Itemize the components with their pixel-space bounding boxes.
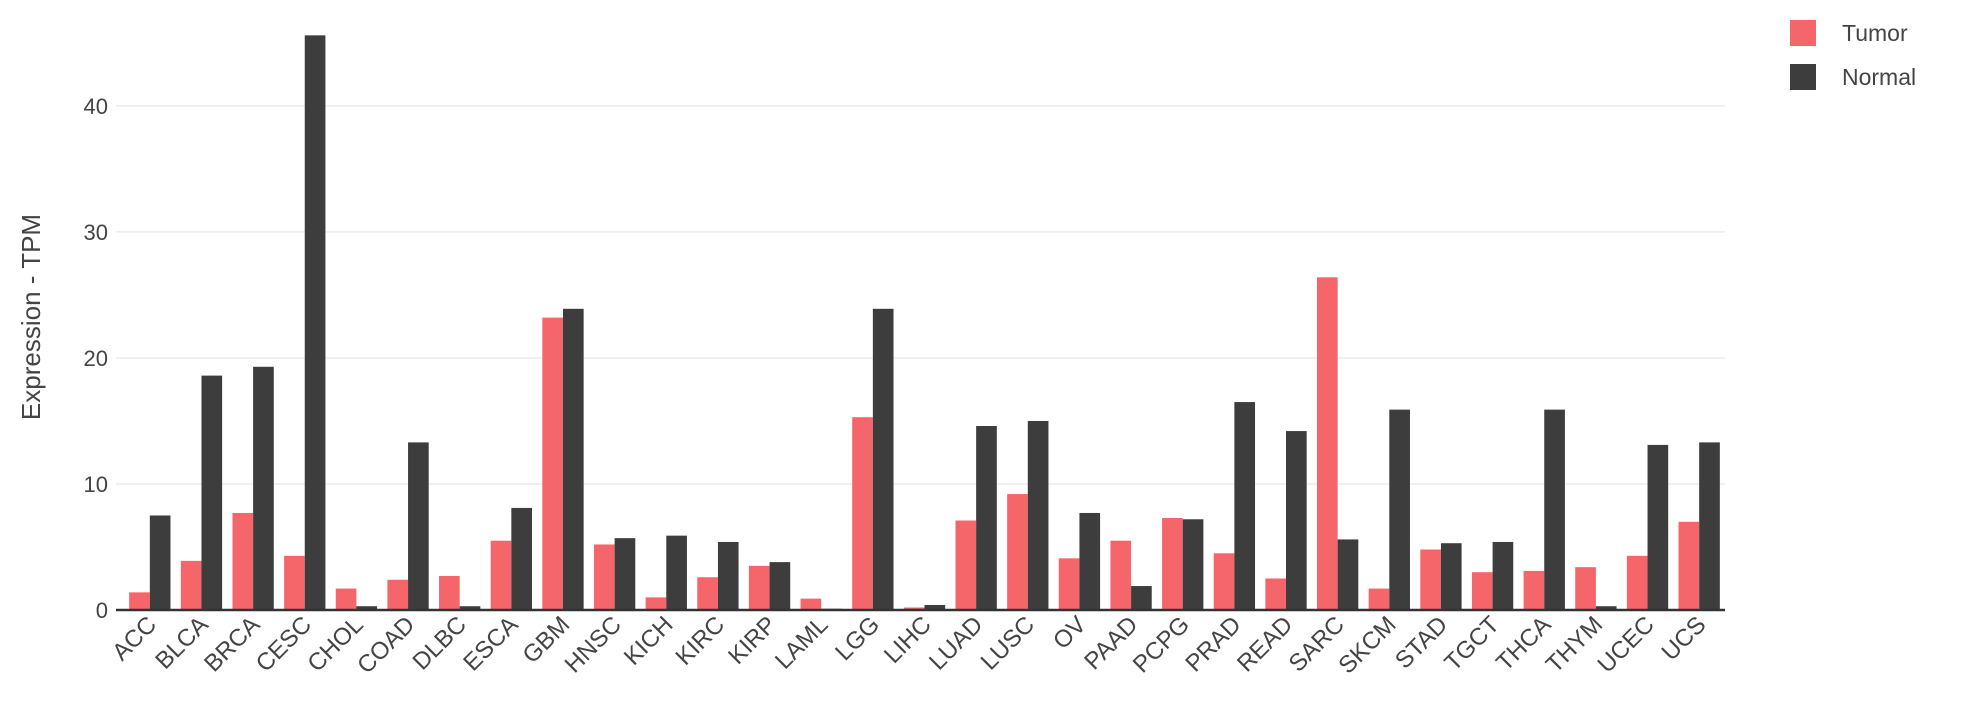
bar — [1162, 518, 1183, 610]
x-tick-label: KIRP — [723, 611, 782, 670]
bar — [976, 426, 997, 610]
legend-swatch — [1790, 20, 1816, 46]
bar — [304, 35, 326, 611]
bar — [1131, 586, 1152, 610]
bar — [1337, 539, 1359, 610]
bar — [593, 544, 615, 610]
bar — [1575, 567, 1596, 610]
bar — [129, 592, 150, 610]
bar — [903, 607, 925, 610]
bar — [1389, 409, 1410, 610]
bar — [1007, 494, 1028, 610]
bar — [1440, 543, 1462, 610]
bar — [253, 366, 274, 610]
y-tick-label: 10 — [84, 472, 108, 497]
y-tick-label: 0 — [96, 598, 108, 623]
bar — [1699, 442, 1720, 610]
bar — [490, 540, 512, 610]
bar — [1471, 572, 1493, 610]
bar — [924, 604, 946, 610]
bar — [1523, 570, 1545, 610]
x-tick-label: LUAD — [924, 611, 988, 675]
x-tick-label: HNSC — [560, 611, 627, 678]
bar — [232, 512, 254, 610]
bar — [614, 538, 636, 610]
x-tick-label: READ — [1232, 611, 1298, 677]
x-tick-label: THYM — [1541, 611, 1608, 678]
bar — [459, 606, 481, 610]
x-tick-label: UCEC — [1593, 611, 1660, 678]
x-tick-label: DLBC — [408, 611, 472, 675]
bar — [666, 535, 687, 610]
x-tick-label: BLCA — [150, 611, 213, 674]
bar — [387, 579, 409, 610]
bar — [717, 541, 739, 610]
bar — [542, 317, 563, 610]
bar — [201, 375, 223, 610]
legend-swatch — [1790, 64, 1816, 90]
bar — [408, 442, 429, 610]
bar — [1286, 431, 1307, 610]
bar — [872, 308, 894, 610]
x-tick-label: LUSC — [976, 611, 1040, 675]
y-axis-label: Expression - TPM — [16, 214, 46, 420]
bar — [769, 562, 791, 610]
bar — [149, 515, 171, 610]
bar — [1420, 549, 1441, 610]
x-tick-label: CESC — [251, 611, 317, 677]
bar — [1626, 555, 1648, 610]
bar — [1647, 444, 1669, 610]
bar — [335, 588, 357, 610]
bar — [1492, 541, 1514, 610]
bar — [800, 598, 822, 610]
bar — [1027, 420, 1049, 610]
bar — [1368, 588, 1390, 610]
bar — [852, 417, 873, 610]
x-tick-label: UCS — [1656, 611, 1711, 666]
bar — [1110, 540, 1132, 610]
x-tick-label: PRAD — [1180, 611, 1246, 677]
bar — [439, 575, 460, 610]
x-tick-label: ESCA — [458, 611, 523, 676]
bar — [1058, 558, 1080, 610]
y-tick-label: 30 — [84, 220, 108, 245]
y-tick-label: 40 — [84, 94, 108, 119]
bar — [697, 577, 718, 610]
bar — [955, 520, 977, 610]
bar — [1265, 578, 1287, 610]
x-tick-label: SKCM — [1333, 611, 1401, 679]
bar — [1595, 606, 1617, 610]
legend-label: Tumor — [1842, 20, 1908, 46]
x-tick-label: PCPG — [1128, 611, 1195, 678]
x-tick-label: TGCT — [1440, 611, 1506, 677]
x-tick-label: KIRC — [671, 611, 731, 671]
x-tick-label: STAD — [1390, 611, 1453, 674]
x-tick-label: LAML — [770, 611, 833, 674]
x-tick-label: KICH — [619, 611, 679, 671]
x-tick-label: OV — [1048, 611, 1092, 655]
x-tick-label: COAD — [352, 611, 420, 679]
y-tick-label: 20 — [84, 346, 108, 371]
bar — [1678, 521, 1700, 610]
bar — [1182, 519, 1204, 610]
bar — [1234, 402, 1256, 610]
bar — [1079, 512, 1101, 610]
bar — [1317, 277, 1338, 610]
bar — [180, 560, 202, 610]
bar — [284, 555, 305, 610]
bar — [1544, 409, 1565, 610]
legend-label: Normal — [1842, 64, 1916, 90]
bar — [1213, 553, 1235, 610]
bar — [645, 597, 667, 610]
x-tick-label: THCA — [1491, 611, 1556, 676]
x-tick-label: BRCA — [199, 611, 265, 677]
bar — [356, 606, 378, 610]
bar — [748, 565, 770, 610]
bar — [511, 507, 532, 610]
bar — [562, 308, 584, 610]
x-tick-label: LGG — [830, 611, 885, 666]
